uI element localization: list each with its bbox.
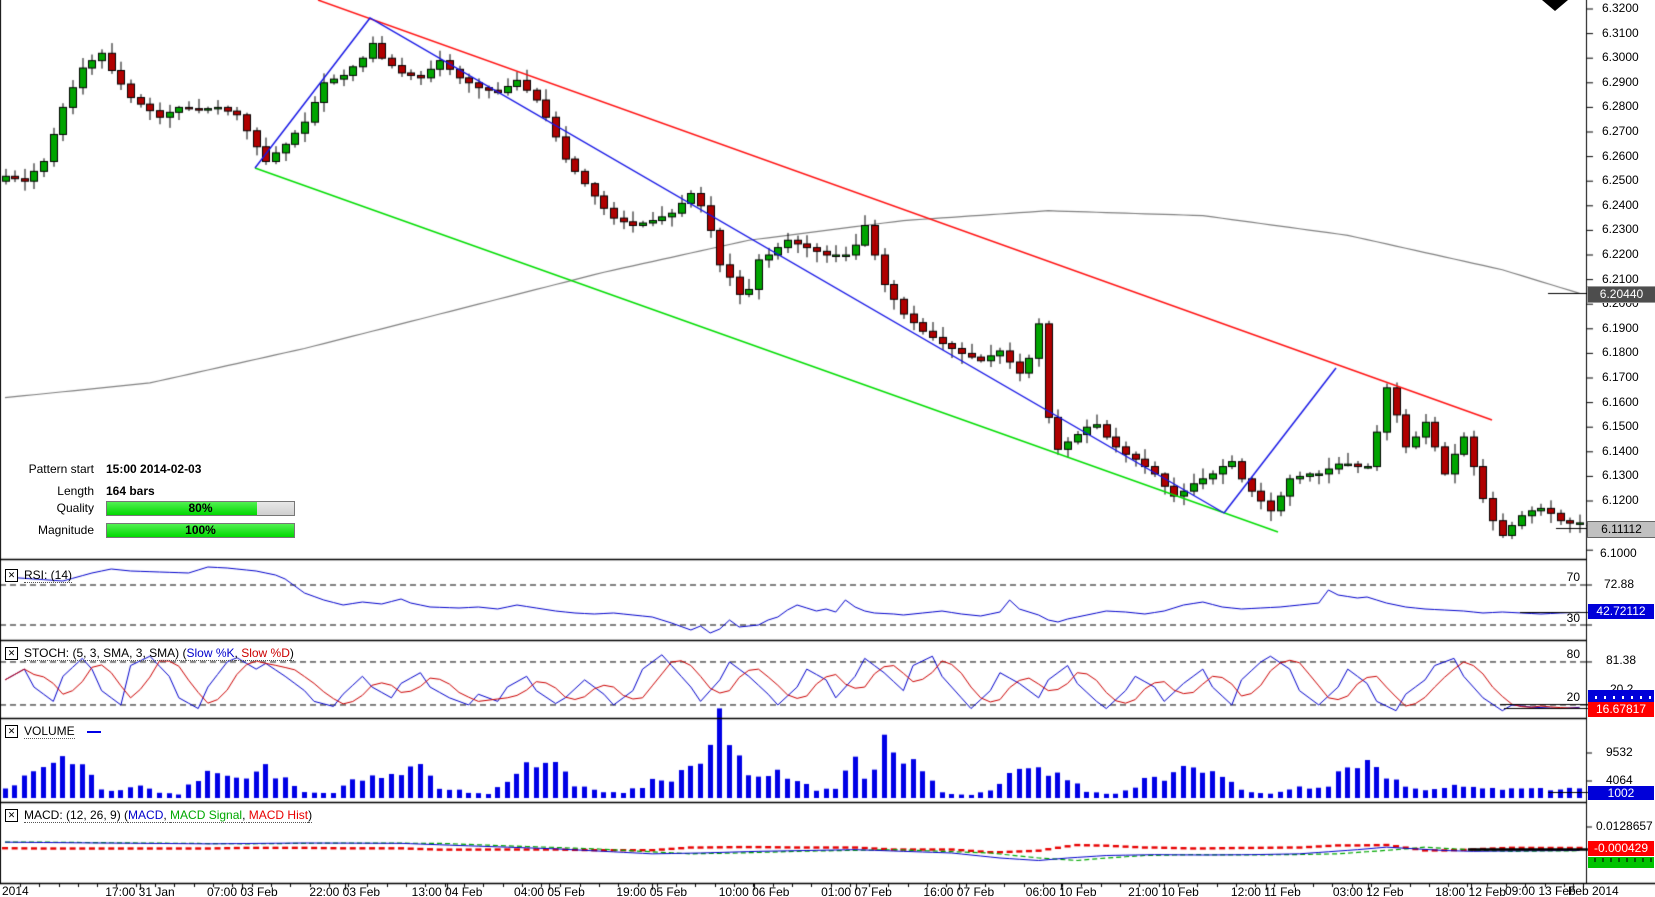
macd-hist-legend: MACD Hist bbox=[248, 808, 309, 823]
rsi-title: RSI: (14) bbox=[24, 568, 73, 583]
price-axis-label: 6.2300 bbox=[1602, 222, 1639, 237]
price-axis-label: 6.1200 bbox=[1602, 493, 1639, 507]
stoch-sep: , bbox=[234, 646, 242, 661]
price-axis-label: 6.2500 bbox=[1602, 173, 1639, 188]
macd-line-legend: MACD bbox=[128, 808, 164, 823]
quality-label: Quality bbox=[56, 501, 94, 515]
time-axis-label: 06:00 10 Feb bbox=[1025, 885, 1097, 897]
stoch-upper-level-label: 80 bbox=[1566, 647, 1580, 661]
rsi-panel-header: ✕ RSI: (14) bbox=[5, 568, 73, 583]
time-axis-label: 22:00 03 Feb bbox=[309, 885, 381, 897]
price-axis-label: 6.1400 bbox=[1602, 443, 1639, 458]
price-axis-label: 6.3200 bbox=[1602, 1, 1639, 15]
magnitude-label: Magnitude bbox=[37, 523, 94, 537]
rsi-lower-level-label: 30 bbox=[1566, 611, 1580, 625]
stoch-k-legend: Slow %K bbox=[186, 646, 235, 661]
macd-signal-value-badge bbox=[1588, 857, 1654, 868]
price-axis-label: 6.3100 bbox=[1602, 25, 1639, 40]
price-axis-label: 6.1700 bbox=[1602, 370, 1639, 384]
stoch-d-value-badge: 16.67817 bbox=[1588, 702, 1654, 717]
volume-value-badge: 1002 bbox=[1588, 786, 1654, 800]
time-axis-label: 07:00 03 Feb bbox=[206, 885, 278, 897]
price-axis-label: 6.1500 bbox=[1602, 419, 1639, 434]
volume-collapse-checkbox-icon[interactable]: ✕ bbox=[5, 725, 18, 738]
scroll-to-end-marker-icon[interactable] bbox=[1542, 0, 1568, 11]
macd-sep2: , bbox=[242, 808, 249, 823]
time-axis-label: 01:00 07 Feb bbox=[821, 885, 892, 897]
rsi-collapse-checkbox-icon[interactable]: ✕ bbox=[5, 569, 18, 582]
stoch-d-legend: Slow %D bbox=[241, 646, 290, 661]
stoch-axis-partial-value: 20.2 bbox=[1610, 683, 1634, 691]
time-axis-label: 13:00 04 Feb bbox=[411, 885, 483, 897]
macd-value-badge: -0.000429 bbox=[1588, 841, 1654, 856]
time-axis-label: 19:00 05 Feb bbox=[616, 885, 688, 897]
pattern-start-value: 15:00 2014-02-03 bbox=[106, 462, 202, 476]
time-axis-year-label: 2014 bbox=[2, 884, 29, 897]
time-axis-label: 18:00 12 Feb bbox=[1435, 885, 1506, 897]
macd-sep1: , bbox=[163, 808, 171, 823]
time-axis-label: 04:00 05 Feb bbox=[514, 885, 585, 897]
rsi-upper-level-label: 70 bbox=[1566, 570, 1580, 584]
macd-suffix: ) bbox=[308, 808, 313, 823]
time-axis-label: 03:00 12 Feb bbox=[1332, 885, 1404, 897]
rsi-axis-value: 72.88 bbox=[1604, 577, 1635, 591]
macd-signal-legend: MACD Signal bbox=[170, 808, 243, 823]
macd-panel-header: ✕ MACD: (12, 26, 9) (MACD, MACD Signal, … bbox=[5, 808, 313, 823]
stoch-lower-level-label: 20 bbox=[1566, 690, 1580, 704]
quality-progress-bar: 80% bbox=[106, 501, 295, 517]
volume-axis-value-1: 9532 bbox=[1606, 745, 1633, 759]
macd-title: MACD: (12, 26, 9) ( bbox=[24, 808, 129, 823]
magnitude-progress-bar: 100% bbox=[106, 523, 295, 539]
volume-title: VOLUME bbox=[24, 724, 75, 739]
price-axis-label: 6.2700 bbox=[1602, 124, 1639, 138]
stoch-collapse-checkbox-icon[interactable]: ✕ bbox=[5, 646, 18, 660]
time-axis-label: 16:00 07 Feb bbox=[923, 885, 995, 897]
volume-panel-header: ✕ VOLUME bbox=[5, 724, 101, 739]
price-axis-label: 6.2200 bbox=[1602, 247, 1639, 261]
stoch-panel-header: ✕ STOCH: (5, 3, SMA, 3, SMA) (Slow %K, S… bbox=[5, 646, 294, 661]
pattern-start-label: Pattern start bbox=[28, 462, 94, 476]
volume-legend-swatch-icon bbox=[86, 730, 101, 733]
time-axis-label: 10:00 06 Feb bbox=[718, 885, 790, 897]
price-axis-label: 6.1300 bbox=[1602, 468, 1639, 483]
macd-axis-value: 0.0128657 bbox=[1596, 819, 1653, 833]
price-axis-label: 6.2100 bbox=[1602, 271, 1639, 286]
price-axis-label: 6.1600 bbox=[1602, 394, 1639, 409]
time-axis-end-label: 09:00 13 Feb bbox=[1505, 884, 1576, 897]
current-price-badge: 6.11112 bbox=[1587, 521, 1655, 538]
stoch-title: STOCH: (5, 3, SMA, 3, SMA) ( bbox=[24, 646, 187, 661]
pattern-length-value: 164 bars bbox=[106, 484, 155, 498]
price-axis-label: 6.1800 bbox=[1602, 345, 1639, 360]
price-axis-label: 6.2800 bbox=[1602, 99, 1639, 114]
price-axis-label: 6.2900 bbox=[1602, 74, 1639, 89]
price-axis-clipped-label: 6.1000 bbox=[1600, 547, 1637, 559]
time-axis-label: 21:00 10 Feb bbox=[1128, 885, 1199, 897]
quality-percent: 80% bbox=[188, 501, 213, 516]
time-axis-label: 12:00 11 Feb bbox=[1230, 885, 1301, 897]
macd-collapse-checkbox-icon[interactable]: ✕ bbox=[5, 808, 18, 822]
rsi-value-badge: 42.72112 bbox=[1588, 604, 1654, 619]
pattern-length-label: Length bbox=[57, 484, 94, 498]
stoch-k-value-badge bbox=[1588, 690, 1654, 702]
magnitude-percent: 100% bbox=[185, 523, 216, 538]
price-axis-label: 6.2600 bbox=[1602, 148, 1639, 163]
price-axis-label: 6.1900 bbox=[1602, 320, 1639, 335]
time-axis-label: 17:00 31 Jan bbox=[105, 885, 175, 897]
time-axis-end-overlap-label: Feb 2014 bbox=[1568, 884, 1619, 897]
price-axis-label: 6.2400 bbox=[1602, 197, 1639, 212]
price-axis-label: 6.3000 bbox=[1602, 50, 1639, 65]
stoch-suffix: ) bbox=[289, 646, 294, 661]
stoch-axis-value: 81.38 bbox=[1606, 653, 1637, 667]
volume-axis-value-2: 4064 bbox=[1606, 773, 1633, 787]
ma-value-badge: 6.20440 bbox=[1587, 286, 1655, 303]
